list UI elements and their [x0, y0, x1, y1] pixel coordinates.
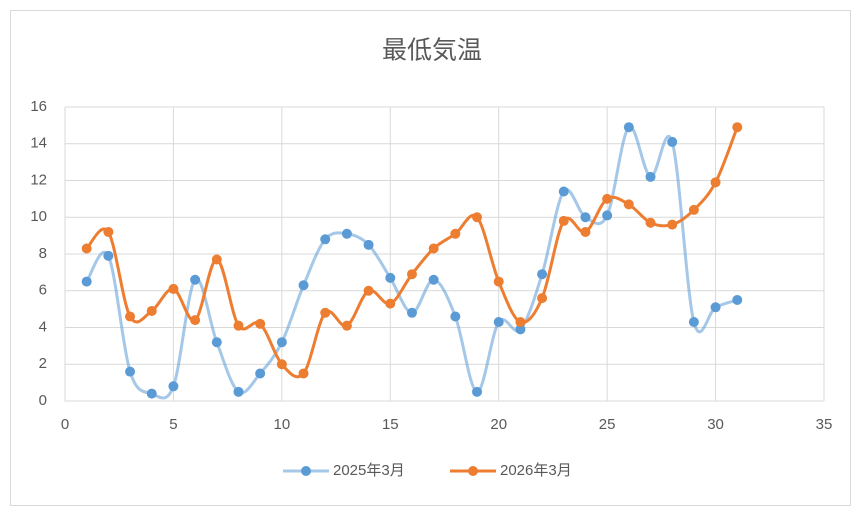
data-point	[103, 250, 114, 261]
data-point	[580, 226, 591, 237]
chart-frame	[10, 10, 851, 506]
data-point	[710, 177, 721, 188]
data-point	[233, 386, 244, 397]
data-point	[688, 316, 699, 327]
y-tick-label: 16	[30, 98, 47, 115]
y-tick-label: 12	[30, 171, 47, 188]
data-point	[645, 171, 656, 182]
data-point	[537, 293, 548, 304]
y-tick-label: 4	[39, 318, 47, 335]
data-point	[146, 305, 157, 316]
data-point	[341, 320, 352, 331]
data-point	[168, 381, 179, 392]
data-point	[515, 324, 526, 335]
data-point	[255, 368, 266, 379]
y-tick-label: 8	[39, 245, 47, 262]
y-tick-label: 0	[39, 392, 47, 409]
data-point	[125, 311, 136, 322]
data-point	[450, 228, 461, 239]
data-point	[732, 294, 743, 305]
data-point	[211, 254, 222, 265]
data-point	[710, 302, 721, 313]
data-point	[515, 316, 526, 327]
data-point	[298, 280, 309, 291]
y-tick-label: 2	[39, 355, 47, 372]
data-point	[558, 215, 569, 226]
data-point	[81, 243, 92, 254]
data-point	[276, 337, 287, 348]
data-point	[602, 193, 613, 204]
data-point	[667, 136, 678, 147]
x-tick-label: 0	[61, 416, 69, 433]
data-point	[320, 307, 331, 318]
x-tick-label: 20	[490, 416, 507, 433]
data-point	[450, 311, 461, 322]
x-tick-label: 15	[382, 416, 399, 433]
data-point	[211, 337, 222, 348]
y-tick-label: 6	[39, 282, 47, 299]
data-point	[298, 368, 309, 379]
x-tick-label: 35	[816, 416, 833, 433]
data-point	[363, 239, 374, 250]
data-point	[493, 276, 504, 287]
legend-label: 2025年3月	[333, 462, 405, 479]
y-tick-label: 10	[30, 208, 47, 225]
data-point	[623, 122, 634, 133]
x-tick-label: 5	[169, 416, 177, 433]
x-tick-label: 25	[599, 416, 616, 433]
data-point	[667, 219, 678, 230]
data-point	[276, 359, 287, 370]
data-point	[190, 274, 201, 285]
y-tick-label: 14	[30, 135, 47, 152]
data-point	[363, 285, 374, 296]
data-point	[190, 315, 201, 326]
data-point	[558, 186, 569, 197]
data-point	[428, 243, 439, 254]
data-point	[472, 386, 483, 397]
data-point	[103, 226, 114, 237]
legend-marker	[301, 466, 311, 476]
data-point	[233, 320, 244, 331]
chart-title: 最低気温	[382, 37, 482, 65]
legend-marker	[468, 466, 478, 476]
x-tick-label: 30	[707, 416, 724, 433]
data-point	[537, 269, 548, 280]
data-point	[623, 199, 634, 210]
data-point	[81, 276, 92, 287]
data-point	[493, 316, 504, 327]
data-point	[341, 228, 352, 239]
data-point	[428, 274, 439, 285]
data-point	[580, 212, 591, 223]
data-point	[125, 366, 136, 377]
data-point	[602, 210, 613, 221]
data-point	[688, 204, 699, 215]
data-point	[146, 388, 157, 399]
data-point	[406, 269, 417, 280]
data-point	[732, 122, 743, 133]
data-point	[385, 272, 396, 283]
x-tick-label: 10	[274, 416, 291, 433]
legend-label: 2026年3月	[500, 462, 572, 479]
data-point	[645, 217, 656, 228]
data-point	[255, 318, 266, 329]
data-point	[168, 283, 179, 294]
data-point	[320, 234, 331, 245]
data-point	[406, 307, 417, 318]
data-point	[385, 298, 396, 309]
data-point	[472, 212, 483, 223]
